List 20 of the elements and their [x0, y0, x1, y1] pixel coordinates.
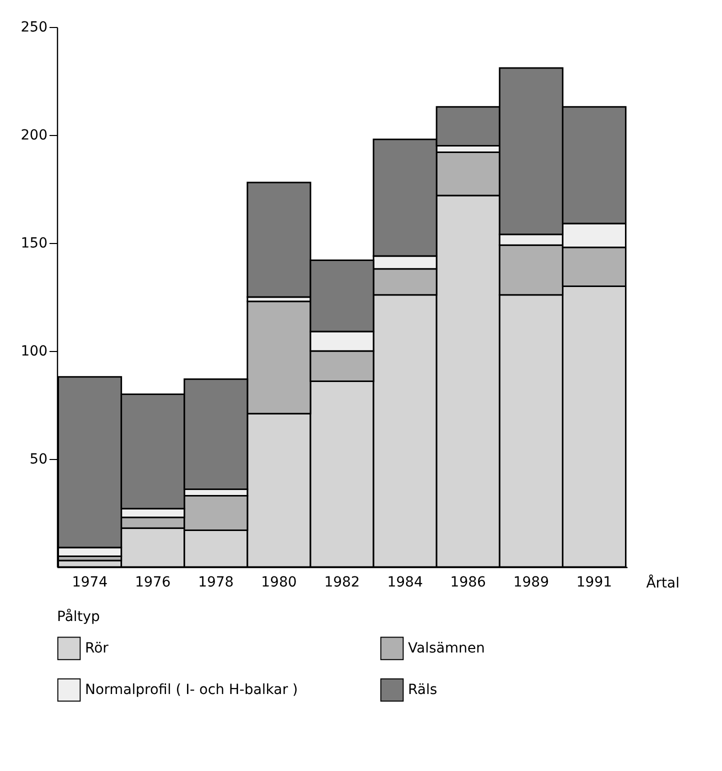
legend-label: Normalprofil ( I- och H-balkar )	[85, 682, 298, 698]
legend-label: Valsämnen	[408, 640, 485, 656]
y-tick-label: 250	[20, 20, 48, 36]
legend-label: Rör	[85, 640, 109, 656]
y-tick-label: 100	[20, 344, 48, 360]
x-tick-label: 1982	[324, 574, 360, 590]
x-axis-title: Årtal	[646, 574, 680, 592]
x-tick-label: 1974	[72, 574, 108, 590]
x-tick-label: 1980	[261, 574, 297, 590]
y-tick-label: 50	[30, 452, 48, 468]
x-tick-label: 1986	[450, 574, 486, 590]
legend-title: Påltyp	[57, 608, 100, 625]
x-tick-label: 1989	[513, 574, 549, 590]
x-tick-label: 1991	[576, 574, 612, 590]
x-tick-label: 1978	[198, 574, 234, 590]
x-tick-label: 1984	[387, 574, 423, 590]
legend-label: Räls	[408, 682, 438, 698]
y-tick-label: 200	[20, 128, 48, 144]
y-tick-label: 150	[20, 236, 48, 252]
x-tick-label: 1976	[135, 574, 171, 590]
